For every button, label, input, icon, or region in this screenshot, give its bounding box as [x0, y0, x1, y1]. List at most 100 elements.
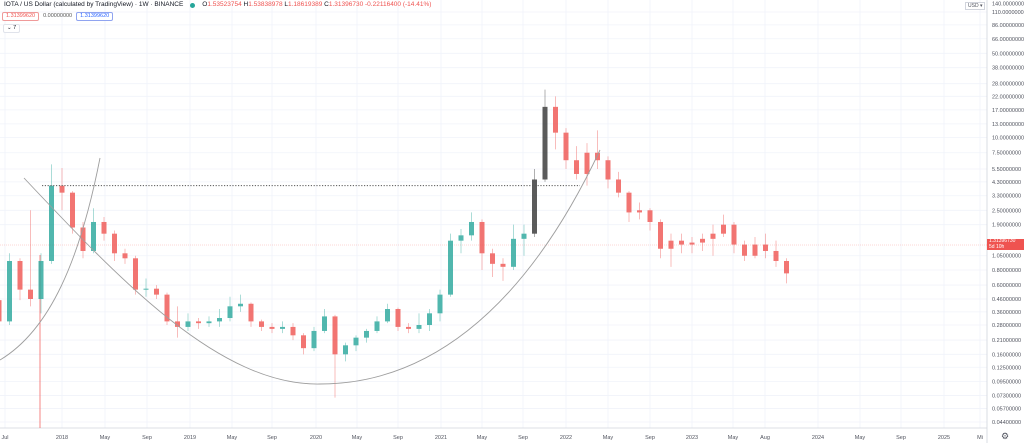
candle-body [500, 263, 506, 267]
candle-body [752, 244, 758, 256]
candle [322, 309, 327, 334]
settings-gear-icon[interactable]: ⚙ [1001, 431, 1010, 441]
y-tick-label: 0.36000000 [992, 310, 1021, 316]
candle-body [784, 260, 789, 274]
candle [301, 333, 306, 355]
candle-body [0, 300, 2, 322]
candle [490, 248, 495, 277]
candle [773, 240, 779, 267]
indicators-toggle-button[interactable]: ⌄ 7 [3, 24, 21, 33]
candle [248, 302, 254, 327]
candle [668, 233, 674, 267]
candle-body [700, 238, 705, 243]
candle-body [658, 221, 663, 249]
candle-body [479, 221, 485, 254]
candle [521, 224, 527, 256]
bar-countdown: 5d 10h [989, 243, 1005, 250]
candle [143, 278, 149, 297]
x-tick-label: 2022 [560, 435, 572, 441]
candle [679, 233, 684, 254]
y-tick-label: 0.05700000 [992, 406, 1021, 412]
candle-body [49, 185, 54, 261]
candle [311, 326, 317, 352]
rising-curve-left[interactable] [0, 157, 101, 361]
candle [175, 306, 180, 338]
sell-button[interactable]: 1.31399620 [2, 12, 40, 21]
candle [731, 221, 737, 254]
candle-body [595, 152, 600, 161]
candle-body [511, 238, 516, 267]
candle-body [553, 106, 558, 133]
x-tick-label: May [603, 435, 614, 441]
time-axis[interactable]: Jul 2018 May Sep 2019 May Sep 2020 May Sep 2021 May… [1, 435, 982, 441]
candle [364, 328, 369, 343]
candle-body [311, 330, 317, 349]
y-tick-label: 17.00000000 [992, 108, 1024, 114]
candle-body [17, 260, 23, 290]
candle [721, 214, 726, 238]
candle [7, 253, 12, 326]
x-tick-label: Sep [267, 435, 277, 441]
candle [563, 128, 569, 169]
candle-body [217, 318, 222, 322]
candle [637, 202, 642, 220]
candle [269, 323, 275, 334]
x-tick-label: May [100, 435, 111, 441]
price-axis[interactable]: 140.00000000 110.00000000 86.00000000 66.00… [992, 2, 1024, 426]
candle [259, 319, 264, 331]
ohlc-values: O1.53523754 H1.53838978 L1.18619389 C1.3… [202, 1, 432, 8]
candle [616, 171, 621, 198]
grid [0, 0, 987, 428]
y-tick-label: 0.09500000 [992, 380, 1021, 386]
y-tick-label: 10.00000000 [992, 136, 1024, 142]
candle [280, 321, 285, 334]
candle-body [7, 260, 12, 322]
candle-body [206, 321, 212, 324]
candle-body [647, 210, 653, 222]
price-change: -0.22116400 (-14.41%) [365, 1, 432, 8]
candle [17, 258, 23, 301]
y-tick-label: 0.16000000 [992, 352, 1021, 358]
candle-body [731, 224, 737, 245]
buy-button[interactable]: 1.31399620 [76, 12, 114, 21]
candle-body [679, 240, 684, 245]
current-price-tag: 1.31396730 5d 10h [987, 238, 1024, 250]
candle [605, 156, 611, 189]
candle [448, 233, 453, 297]
candle [353, 335, 359, 352]
x-tick-label: 2020 [310, 435, 322, 441]
x-tick-label: Sep [518, 435, 528, 441]
candle-body [154, 288, 159, 295]
cup-arc-curve[interactable] [23, 149, 601, 385]
currency-selector[interactable]: USD ▾ [965, 2, 986, 10]
market-status-icon [190, 2, 196, 8]
y-tick-label: 3.30000000 [992, 194, 1021, 200]
symbol-title[interactable]: IOTA / US Dollar (calculated by TradingV… [4, 1, 184, 8]
candle-body [406, 326, 411, 329]
candle-body [248, 303, 254, 322]
candle-body [532, 179, 537, 234]
candle [700, 233, 705, 251]
y-tick-label: 0.80000000 [992, 268, 1021, 274]
candle-body [364, 330, 369, 338]
candle [658, 219, 663, 259]
candle [710, 224, 716, 256]
candle [532, 168, 537, 238]
y-tick-label: 66.00000000 [992, 37, 1024, 43]
candle-body [196, 321, 201, 324]
candle [206, 316, 212, 327]
candles [0, 89, 789, 398]
candle-body [175, 321, 180, 327]
chevron-down-icon: ⌄ [7, 25, 12, 31]
candle [437, 289, 443, 322]
x-tick-label: Mi [977, 435, 983, 441]
candle [332, 314, 338, 398]
candle-body [721, 224, 726, 234]
candle-body [290, 326, 296, 336]
candle-body [70, 192, 75, 228]
candle [112, 230, 117, 261]
candle-body [574, 160, 579, 174]
bid-ask-row: 1.31399620 0.00000000 1.31399620 [2, 12, 114, 21]
y-tick-label: 28.00000000 [992, 82, 1024, 88]
